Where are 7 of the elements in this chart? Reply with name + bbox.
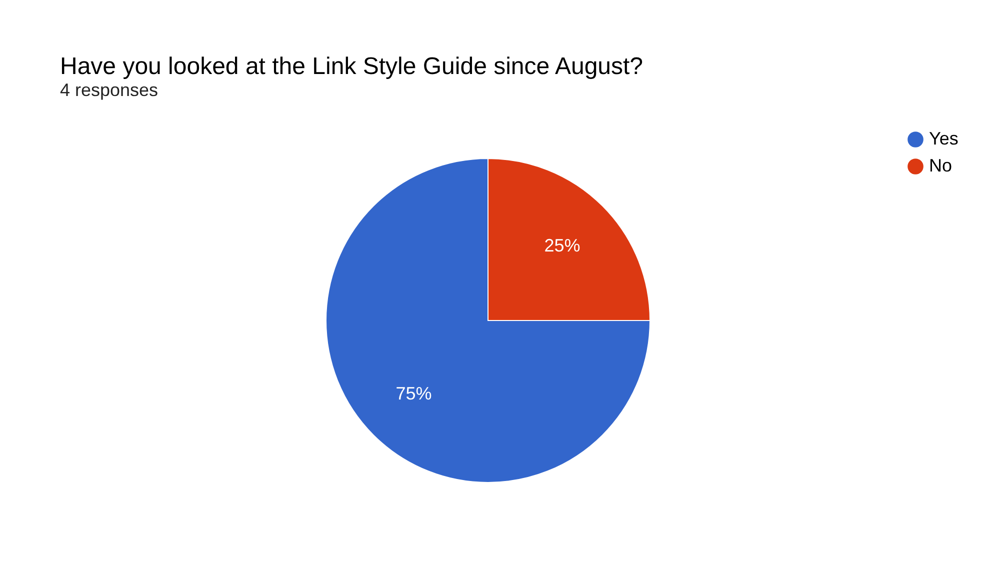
- data-label: 25%: [544, 235, 580, 256]
- text: 4 responses: [60, 80, 158, 100]
- legend-label: No: [929, 156, 952, 176]
- legend-label: Yes: [929, 128, 958, 148]
- data-label: 75%: [396, 384, 432, 404]
- chart-title: Have you looked at the Link Style Guide since August?: [60, 53, 644, 80]
- pie-slice: [326, 158, 650, 483]
